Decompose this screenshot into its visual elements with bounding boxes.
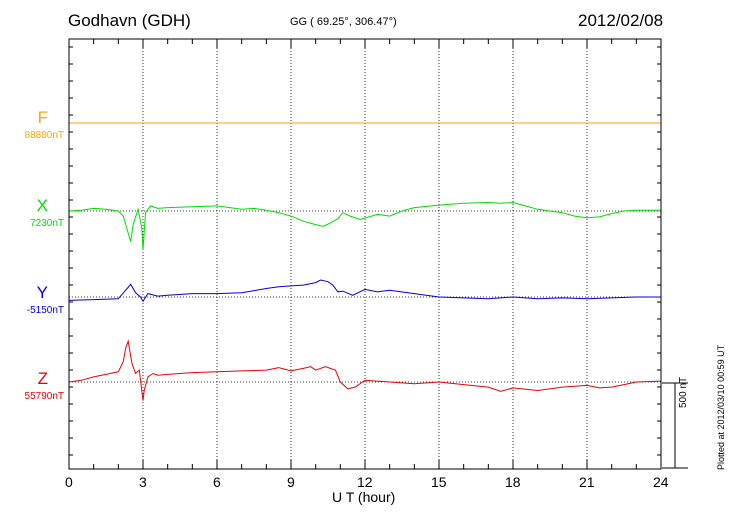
- plot-frame: [68, 38, 662, 470]
- scale-bar: [662, 382, 688, 469]
- x-tick-label: 3: [139, 474, 147, 490]
- x-axis-label: U T (hour): [332, 489, 396, 505]
- x-tick-label: 6: [213, 474, 221, 490]
- scale-bar-label: 500 nT: [678, 376, 689, 408]
- channel-label-z: Z: [37, 369, 48, 388]
- channel-label-y: Y: [36, 283, 48, 302]
- channel-value-z: 55790nT: [24, 391, 64, 402]
- x-tick-label: 0: [65, 474, 73, 490]
- series-line-x: [68, 201, 661, 251]
- x-tick-label: 18: [505, 474, 521, 490]
- channel-label-f: F: [37, 108, 48, 127]
- channel-value-y: -5150nT: [26, 305, 64, 316]
- series-line-z: [68, 339, 662, 401]
- plotted-timestamp: Plotted at 2012/03/10 00:59 UT: [716, 344, 726, 470]
- x-tick-label: 21: [579, 474, 595, 490]
- station-title: Godhavn (GDH): [68, 11, 191, 30]
- data-series: [68, 122, 662, 401]
- grid-lines: [142, 39, 588, 469]
- x-tick-label: 9: [287, 474, 295, 490]
- channel-value-f: 88880nT: [24, 130, 64, 141]
- channel-label-x: X: [36, 196, 48, 215]
- channel-value-x: 7230nT: [30, 218, 64, 229]
- plot-date: 2012/02/08: [578, 11, 664, 30]
- x-tick-label: 12: [357, 474, 373, 490]
- x-tick-label: 15: [431, 474, 447, 490]
- series-line-y: [68, 279, 661, 303]
- station-coordinates: GG ( 69.25°, 306.47°): [290, 16, 397, 28]
- axis-ticks: [68, 39, 662, 469]
- x-tick-label: 24: [653, 474, 669, 490]
